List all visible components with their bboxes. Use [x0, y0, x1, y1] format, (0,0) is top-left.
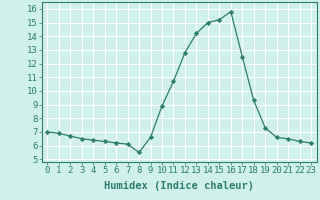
- X-axis label: Humidex (Indice chaleur): Humidex (Indice chaleur): [104, 181, 254, 191]
